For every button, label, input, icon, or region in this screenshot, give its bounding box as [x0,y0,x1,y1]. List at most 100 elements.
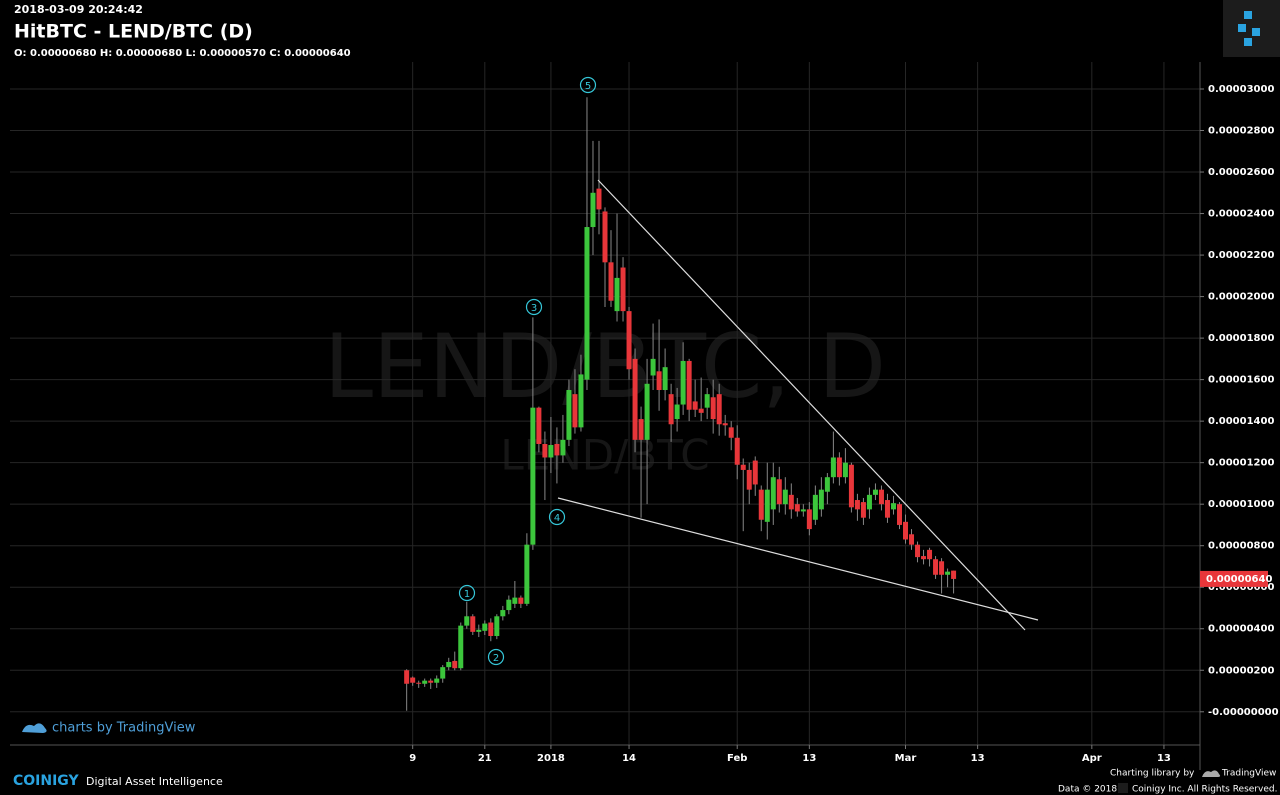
candle-body [896,504,902,525]
x-tick-label: 14 [622,753,636,764]
tradingview-icon [22,723,47,733]
candle-body [680,360,686,405]
candle-body [884,500,890,518]
candle-body [698,408,704,413]
x-tick-label: 13 [971,753,985,764]
candle-body [542,443,548,458]
candle-body [692,401,698,410]
candle-body [686,360,692,410]
candle-body [560,439,566,456]
y-tick-label: 0.00001200 [1208,458,1274,469]
timestamp: 2018-03-09 20:24:42 [14,3,143,16]
candle-body [752,460,758,485]
candle-body [945,571,951,575]
candle-body [800,509,806,512]
candle-body [548,445,554,458]
candles [404,97,957,711]
wave-label: 1 [464,589,470,600]
candle-body [764,489,770,522]
candle-body [824,477,830,492]
x-tick-label: 13 [1157,753,1171,764]
y-tick-label: 0.00001600 [1208,375,1274,386]
logo-square [1238,24,1246,32]
footer-library: Charting library by [1110,769,1195,779]
last-price-label: 0.00000640 [1206,574,1272,585]
footer-logo [1118,783,1128,793]
candle-body [806,509,812,530]
wave-label: 4 [554,513,560,524]
candle-body [812,494,818,520]
chart-title: HitBTC - LEND/BTC (D) [14,21,253,43]
wave-label: 5 [585,81,591,92]
wave-label: 3 [531,303,537,314]
y-tick-label: 0.00000400 [1208,624,1274,635]
candle-body [722,423,728,426]
candle-body [602,211,608,263]
footer-library-name[interactable]: TradingView [1221,769,1276,779]
wave-circle [525,298,543,316]
candle-body [704,394,710,408]
candle-body [656,371,662,391]
candle-body [734,437,740,465]
candle-body [494,616,500,637]
x-tick-label: 9 [409,753,416,764]
logo-square [1244,11,1252,19]
candle-body [428,680,434,683]
y-tick-label: 0.00000800 [1208,541,1274,552]
y-tick-label: 0.00002600 [1208,167,1274,178]
candle-body [650,358,656,376]
candle-body [716,394,722,425]
y-tick-label: 0.00001400 [1208,416,1274,427]
candle-body [506,599,512,611]
candle-body [836,457,842,478]
candle-body [909,534,915,545]
trendline-upper [597,179,1026,631]
watermark: LEND/BTC, D [324,315,886,418]
candle-body [530,407,536,545]
candle-body [674,404,680,420]
footer-data: Data © 2018 [1058,785,1117,795]
logo-square [1252,28,1260,36]
x-tick-label: 2018 [537,753,565,764]
attribution[interactable]: charts by TradingView [52,721,196,736]
candle-body [404,670,410,684]
candle-body [710,397,716,420]
y-tick-label: 0.00002200 [1208,250,1274,261]
candle-body [915,544,921,558]
candle-body [584,227,590,380]
candle-body [590,192,596,228]
wave-circle [579,76,597,94]
x-tick-label: Apr [1082,753,1102,764]
candle-body [572,394,578,428]
candle-body [482,623,488,631]
candle-body [878,489,884,505]
candle-body [758,489,764,520]
wave-circle [458,584,476,602]
candle-body [620,267,626,312]
candle-body [854,500,860,510]
y-tick-label: 0.00001000 [1208,499,1274,510]
candle-body [434,678,440,683]
y-tick-label: 0.00000600 [1208,582,1274,593]
trendline-lower [557,497,1039,621]
y-tick-label: 0.00002400 [1208,209,1274,220]
candle-body [776,479,782,505]
candle-body [608,262,614,301]
candle-body [903,521,909,540]
footer-brand[interactable]: COINIGY [13,773,79,789]
candle-body [566,390,572,440]
logo [1223,0,1280,57]
candle-body [470,616,476,632]
y-tick-label: 0.00003000 [1208,84,1274,95]
y-tick-label: -0.00000000 [1208,707,1279,718]
candle-body [644,383,650,440]
y-tick-label: 0.00002800 [1208,126,1274,137]
candle-body [452,660,458,669]
wave-circle [548,508,566,526]
candle-body [440,667,446,679]
candle-body [818,489,824,510]
x-tick-label: Mar [895,753,917,764]
logo-square [1244,38,1252,46]
